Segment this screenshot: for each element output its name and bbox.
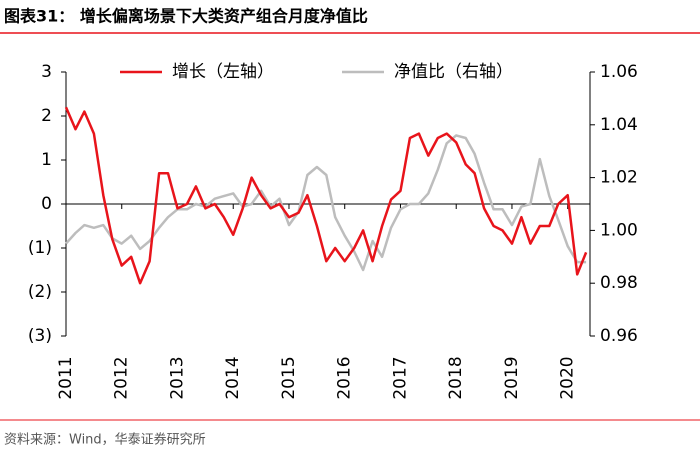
y2-tick-label: 1.00 bbox=[600, 220, 638, 240]
y2-tick-label: 1.06 bbox=[600, 62, 638, 82]
y-tick-label: (2) bbox=[28, 282, 52, 302]
x-tick-label: 2020 bbox=[558, 356, 578, 399]
y2-tick-label: 0.98 bbox=[600, 273, 638, 293]
y2-tick-label: 1.04 bbox=[600, 115, 638, 135]
legend-label: 净值比（右轴） bbox=[394, 62, 513, 82]
x-tick-label: 2011 bbox=[56, 356, 76, 399]
legend-label: 增长（左轴） bbox=[172, 62, 274, 82]
x-tick-label: 2012 bbox=[112, 356, 132, 399]
y2-tick-label: 1.02 bbox=[600, 168, 638, 188]
series-line bbox=[65, 134, 587, 272]
y-tick-label: 1 bbox=[41, 150, 52, 170]
x-tick-label: 2018 bbox=[446, 356, 466, 399]
x-tick-label: 2016 bbox=[335, 356, 355, 399]
x-tick-label: 2015 bbox=[279, 356, 299, 399]
y-tick-label: 0 bbox=[41, 194, 52, 214]
y2-tick-label: 0.96 bbox=[600, 326, 638, 346]
y-tick-label: 3 bbox=[41, 62, 52, 82]
y-tick-label: (3) bbox=[28, 326, 52, 346]
x-tick-label: 2014 bbox=[223, 356, 243, 399]
series-line bbox=[64, 106, 588, 285]
y-tick-label: 2 bbox=[41, 106, 52, 126]
source-note: 资料来源：Wind，华泰证券研究所 bbox=[4, 432, 206, 448]
x-tick-label: 2019 bbox=[502, 356, 522, 399]
chart-title: 图表31： 增长偏离场景下大类资产组合月度净值比 bbox=[4, 7, 368, 26]
x-tick-label: 2013 bbox=[167, 356, 187, 399]
y-tick-label: (1) bbox=[28, 238, 52, 258]
x-tick-label: 2017 bbox=[390, 356, 410, 399]
